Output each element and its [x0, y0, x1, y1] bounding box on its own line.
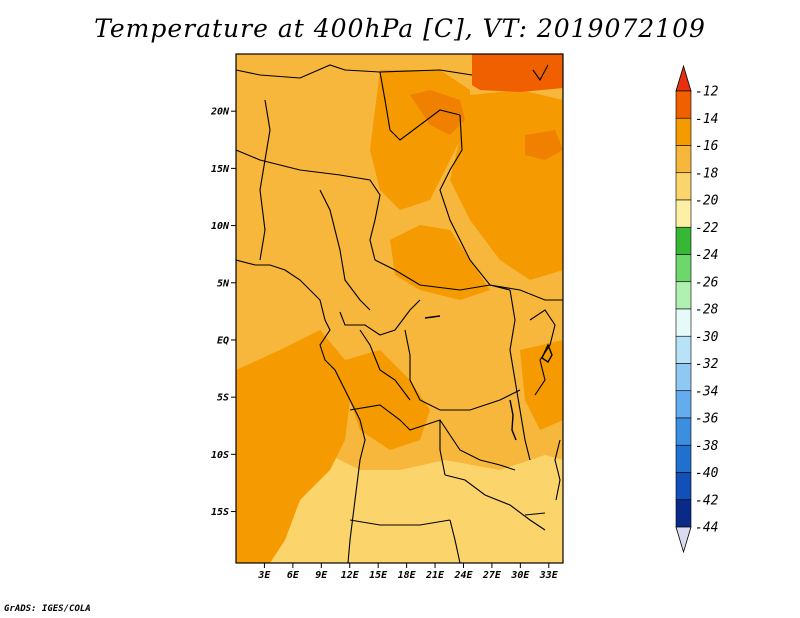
- lon-tick-label: 33E: [539, 570, 559, 581]
- lon-tick-label: 6E: [287, 570, 300, 581]
- colorbar-swatch: [675, 117, 692, 146]
- colorbar: -12 -14 -16 -18 -20 -22 -24 -26 -28 -30 -32 -34 -36 -…: [675, 64, 719, 554]
- lat-tick-label: 5N: [217, 278, 230, 289]
- colorbar-label: -26: [695, 275, 719, 290]
- colorbar-swatch: [675, 417, 692, 446]
- colorbar-label: -42: [695, 493, 719, 508]
- colorbar-label: -38: [695, 439, 719, 454]
- colorbar-swatch: [675, 145, 692, 174]
- map-frame: [235, 53, 564, 564]
- lon-tick-label: 24E: [453, 570, 473, 581]
- lat-tick-label: 15N: [211, 164, 230, 175]
- colorbar-label: -24: [695, 248, 718, 263]
- lat-tick-label: EQ: [217, 335, 229, 346]
- dark-region-atlantic: [236, 330, 350, 563]
- grads-credit: GrADS: IGES/COLA: [4, 604, 91, 614]
- colorbar-label: -40: [695, 466, 719, 481]
- colorbar-label: -30: [695, 330, 719, 345]
- colorbar-label: -36: [695, 412, 719, 427]
- light-band-southeast: [348, 478, 563, 563]
- colorbar-lower-arrow: [675, 526, 692, 554]
- lon-tick-label: 15E: [369, 570, 388, 581]
- lon-tick-label: 12E: [341, 570, 360, 581]
- lat-tick-label: 10N: [211, 221, 230, 232]
- colorbar-label: -18: [695, 166, 719, 181]
- lat-tick-label: 10S: [211, 450, 229, 461]
- colorbar-swatch: [675, 254, 692, 283]
- colorbar-label: -12: [695, 85, 719, 100]
- warm-patch-east: [525, 130, 563, 160]
- colorbar-label: -34: [695, 384, 718, 399]
- lon-tick-label: 27E: [482, 570, 502, 581]
- colorbar-label: -14: [695, 112, 718, 127]
- lat-tick-label: 5S: [217, 393, 229, 404]
- dark-region-central: [390, 225, 490, 300]
- colorbar-label: -32: [695, 357, 719, 372]
- colorbar-swatch: [675, 444, 692, 473]
- colorbar-swatch: [675, 335, 692, 364]
- lakes: [424, 315, 553, 441]
- lon-tick-label: 21E: [425, 570, 445, 581]
- colorbar-swatch: [675, 472, 692, 501]
- colorbar-swatch: [675, 281, 692, 310]
- chart-title: Temperature at 400hPa [C], VT: 201907210…: [94, 14, 706, 43]
- warm-region-northeast: [472, 54, 563, 92]
- colorbar-swatch: [675, 390, 692, 419]
- colorbar-upper-arrow: [675, 64, 692, 92]
- colorbar-label: -20: [695, 194, 719, 209]
- dark-region-congo: [345, 350, 430, 450]
- colorbar-swatch: [675, 499, 692, 528]
- colorbar-label: -28: [695, 303, 719, 318]
- colorbar-swatch: [675, 199, 692, 228]
- colorbar-label: -16: [695, 139, 719, 154]
- lon-tick-label: 3E: [257, 570, 271, 581]
- latitude-axis: 20N 15N 10N 5N EQ 5S 10S 15S: [210, 107, 236, 518]
- colorbar-swatch: [675, 226, 692, 255]
- lon-tick-label: 9E: [315, 570, 328, 581]
- borders: [236, 64, 563, 563]
- lon-tick-label: 30E: [510, 570, 530, 581]
- colorbar-swatch: [675, 308, 692, 337]
- colorbar-swatch: [675, 90, 692, 119]
- colorbar-swatch: [675, 363, 692, 392]
- colorbar-label: -44: [695, 521, 718, 536]
- longitude-axis: 3E 6E 9E 12E 15E 18E 21E 24E 27E 30E 33E: [257, 563, 559, 581]
- lat-tick-label: 15S: [211, 507, 229, 518]
- colorbar-swatch: [675, 172, 692, 201]
- lon-tick-label: 18E: [398, 570, 417, 581]
- temperature-field: [236, 54, 563, 563]
- colorbar-label: -22: [695, 221, 719, 236]
- lat-tick-label: 20N: [210, 107, 230, 118]
